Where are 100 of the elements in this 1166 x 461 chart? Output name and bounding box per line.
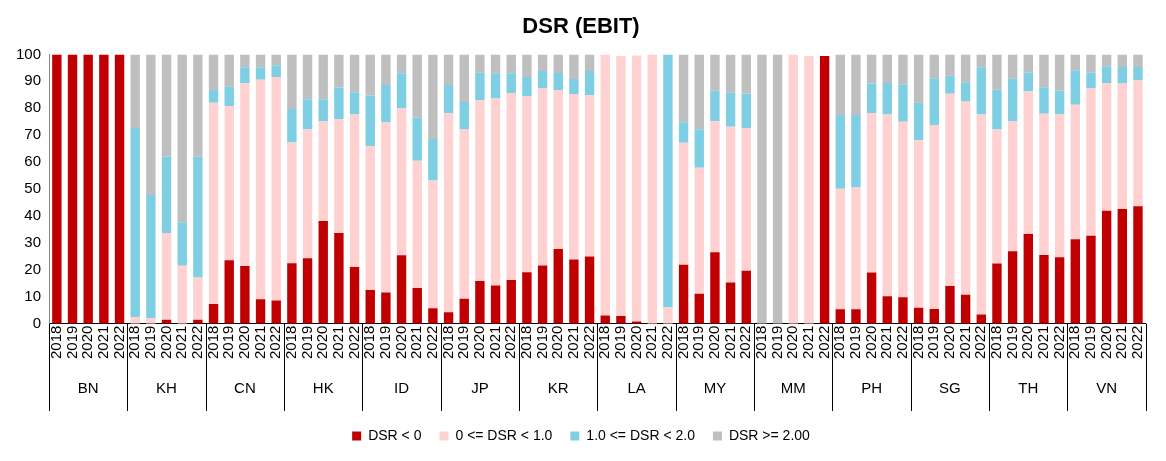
bar — [302, 54, 313, 100]
bar — [412, 160, 422, 289]
bar — [631, 55, 642, 322]
x-tick-label: 2019 — [689, 325, 707, 360]
x-tick-label: 2018 — [47, 325, 64, 360]
text: PH — [861, 379, 883, 397]
bar — [710, 90, 720, 122]
x-tick-label: 2020 — [626, 325, 644, 360]
bar — [302, 99, 313, 130]
bar — [616, 56, 626, 317]
bar — [1117, 208, 1127, 324]
bar — [772, 54, 783, 324]
bar — [396, 255, 407, 324]
x-tick-label: 2018 — [517, 325, 535, 360]
bar — [1101, 210, 1112, 324]
bar — [475, 54, 485, 73]
y-tick-label: 30 — [24, 233, 42, 250]
x-tick-label: 2021 — [172, 325, 190, 360]
bar — [694, 293, 704, 324]
x-tick-label: 2020 — [156, 325, 174, 360]
bar — [584, 54, 595, 72]
bar — [1070, 70, 1080, 105]
bar — [584, 256, 595, 324]
text: LA — [627, 379, 646, 397]
bar — [1086, 88, 1096, 236]
bar — [835, 54, 845, 115]
bar — [255, 67, 266, 80]
x-tick-label: 2021 — [1034, 325, 1052, 360]
bar — [475, 281, 485, 324]
bar — [193, 54, 203, 157]
bar — [725, 54, 736, 93]
x-tick-label: 2019 — [924, 325, 942, 360]
x-tick-label: 2018 — [830, 325, 848, 360]
x-tick-label: 2020 — [391, 325, 409, 360]
bar — [851, 54, 861, 115]
x-tick-label: 2019 — [846, 325, 864, 360]
x-tick-label: 2019 — [141, 325, 159, 360]
x-tick-label: 2021 — [955, 325, 973, 360]
bar — [1117, 54, 1127, 68]
bar — [1101, 66, 1112, 83]
bar — [365, 145, 375, 290]
bar — [334, 232, 344, 324]
x-tick-label: 2018 — [595, 325, 613, 360]
bar — [522, 54, 532, 78]
bar — [741, 128, 751, 271]
bar — [381, 292, 391, 324]
bar — [882, 296, 892, 324]
bar — [866, 272, 877, 324]
bar — [835, 114, 845, 189]
bar — [1023, 233, 1033, 324]
bar — [240, 266, 250, 324]
x-tick-label: 2021 — [250, 325, 268, 360]
bar — [83, 54, 93, 324]
bar — [146, 318, 156, 324]
bar — [804, 56, 814, 324]
bar — [1039, 113, 1049, 255]
x-tick-label: 2019 — [1002, 325, 1020, 360]
bar — [271, 77, 281, 301]
x-tick-label: 2019 — [532, 325, 550, 360]
x-tick-label: 2020 — [1018, 325, 1036, 360]
y-tick-label: 100 — [16, 44, 42, 62]
bar — [334, 54, 344, 88]
bar — [146, 194, 156, 319]
bar — [193, 277, 203, 320]
bar — [302, 258, 313, 324]
bar — [631, 321, 642, 324]
bar — [725, 126, 736, 283]
bar — [255, 79, 266, 300]
bar — [992, 263, 1002, 324]
bar — [882, 82, 892, 115]
bar — [490, 285, 501, 324]
bar — [913, 54, 924, 103]
bar — [224, 86, 234, 107]
bar — [960, 54, 971, 83]
bar — [851, 187, 861, 310]
bar — [318, 54, 328, 100]
bar — [584, 95, 595, 257]
bar — [725, 92, 736, 127]
text: TH — [1018, 379, 1039, 397]
bar — [287, 142, 297, 264]
bar — [224, 106, 234, 261]
bar — [349, 92, 360, 115]
bar — [302, 129, 313, 259]
bar — [1039, 54, 1049, 88]
bar — [882, 54, 892, 83]
x-tick-label: 2019 — [454, 325, 472, 360]
bar — [929, 309, 939, 324]
bar — [553, 89, 563, 250]
bar — [710, 121, 720, 253]
x-tick-label: 2022 — [814, 325, 832, 360]
bar — [757, 54, 767, 324]
bar — [741, 93, 751, 129]
bar — [208, 303, 219, 324]
bar — [114, 54, 125, 324]
bar — [349, 267, 360, 324]
bar — [287, 54, 297, 110]
bar — [929, 78, 939, 125]
x-tick-label: 2022 — [971, 325, 989, 360]
chart-title: DSR (EBIT) — [522, 13, 640, 39]
bar — [99, 54, 109, 324]
